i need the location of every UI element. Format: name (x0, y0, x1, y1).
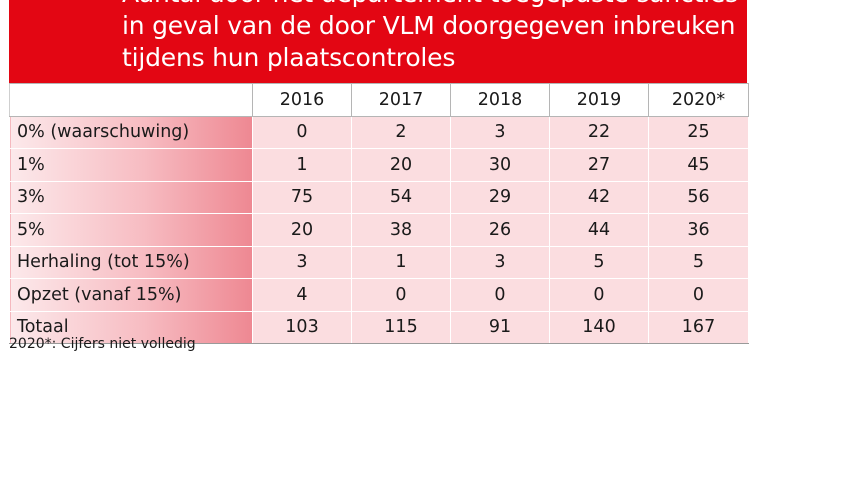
table-row: 5% 20 38 26 44 36 (9, 213, 749, 247)
column-header: 2016 (252, 83, 352, 117)
table-cell: 4 (252, 278, 352, 312)
table-cell: 38 (351, 213, 451, 247)
column-header: 2019 (549, 83, 649, 117)
row-label: 3% (9, 180, 253, 214)
table-row: 1% 1 20 30 27 45 (9, 148, 749, 182)
table-cell: 22 (549, 115, 649, 149)
title-banner: Aantal door het departement toegepaste s… (9, 0, 747, 83)
table-cell: 20 (351, 148, 451, 182)
table-cell: 42 (549, 180, 649, 214)
table-cell: 36 (648, 213, 749, 247)
table-cell: 167 (648, 310, 749, 344)
table-cell: 3 (252, 245, 352, 279)
table-cell: 0 (648, 278, 749, 312)
table-cell: 0 (351, 278, 451, 312)
table-cell: 27 (549, 148, 649, 182)
table-cell: 3 (450, 115, 550, 149)
table-cell: 91 (450, 310, 550, 344)
row-label: Herhaling (tot 15%) (9, 245, 253, 279)
table-cell: 56 (648, 180, 749, 214)
table-cell: 75 (252, 180, 352, 214)
sanctions-table: 2016 2017 2018 2019 2020* 0% (waarschuwi… (9, 83, 749, 344)
table-cell: 5 (648, 245, 749, 279)
table-cell: 103 (252, 310, 352, 344)
table-cell: 0 (549, 278, 649, 312)
table-cell: 1 (351, 245, 451, 279)
row-label: 0% (waarschuwing) (9, 115, 253, 149)
table-cell: 45 (648, 148, 749, 182)
table-cell: 5 (549, 245, 649, 279)
footnote: 2020*: Cijfers niet volledig (9, 336, 196, 352)
header-corner (9, 83, 253, 117)
table-cell: 26 (450, 213, 550, 247)
table-row: Opzet (vanaf 15%) 4 0 0 0 0 (9, 278, 749, 312)
column-header: 2018 (450, 83, 550, 117)
row-label: Opzet (vanaf 15%) (9, 278, 253, 312)
row-label: 1% (9, 148, 253, 182)
table-title: Aantal door het departement toegepaste s… (122, 0, 738, 72)
table-cell: 0 (252, 115, 352, 149)
table-cell: 20 (252, 213, 352, 247)
column-header: 2017 (351, 83, 451, 117)
table-row: Herhaling (tot 15%) 3 1 3 5 5 (9, 245, 749, 279)
table-cell: 1 (252, 148, 352, 182)
row-label: 5% (9, 213, 253, 247)
table-cell: 0 (450, 278, 550, 312)
table-cell: 3 (450, 245, 550, 279)
table-cell: 29 (450, 180, 550, 214)
table-row-total: Totaal 103 115 91 140 167 (9, 310, 749, 344)
table-row: 3% 75 54 29 42 56 (9, 180, 749, 214)
table-cell: 2 (351, 115, 451, 149)
table-cell: 44 (549, 213, 649, 247)
table-cell: 30 (450, 148, 550, 182)
table-cell: 115 (351, 310, 451, 344)
column-header: 2020* (648, 83, 749, 117)
table-cell: 25 (648, 115, 749, 149)
header-row: 2016 2017 2018 2019 2020* (9, 83, 749, 117)
table-cell: 140 (549, 310, 649, 344)
row-label: Totaal (9, 310, 253, 344)
table-cell: 54 (351, 180, 451, 214)
table-row: 0% (waarschuwing) 0 2 3 22 25 (9, 115, 749, 149)
